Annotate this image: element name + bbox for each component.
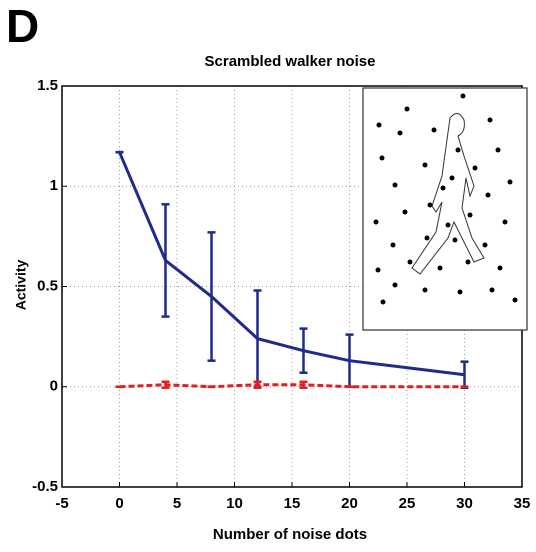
x-tick-label: 10: [226, 495, 243, 512]
y-tick-label: 0.5: [37, 277, 58, 294]
x-tick-label: 30: [456, 495, 473, 512]
inset-illustration: [362, 87, 528, 331]
panel-label: D: [6, 0, 39, 52]
y-tick-label: 0: [50, 378, 58, 395]
x-axis-label: Number of noise dots: [213, 526, 367, 543]
walker-outline: [411, 113, 485, 275]
x-tick-label: 0: [115, 495, 123, 512]
noise-dots: [373, 93, 518, 305]
error-bar: [161, 380, 170, 390]
x-tick-label: -5: [55, 495, 68, 512]
x-tick-label: 25: [399, 495, 416, 512]
error-bar: [299, 380, 308, 390]
y-tick-label: 1: [50, 177, 58, 194]
error-bar: [299, 327, 308, 374]
x-tick-label: 15: [284, 495, 301, 512]
inset-frame: [362, 87, 528, 331]
chart-title: Scrambled walker noise: [205, 53, 376, 70]
x-tick-label: 5: [173, 495, 181, 512]
y-axis-label: Activity: [13, 260, 29, 311]
error-bar: [161, 203, 170, 318]
error-bar: [253, 380, 262, 390]
error-bar: [207, 231, 216, 362]
y-tick-label: 1.5: [37, 77, 58, 94]
x-tick-label: 35: [514, 495, 531, 512]
x-tick-label: 20: [341, 495, 358, 512]
y-tick-label: -0.5: [32, 478, 58, 495]
